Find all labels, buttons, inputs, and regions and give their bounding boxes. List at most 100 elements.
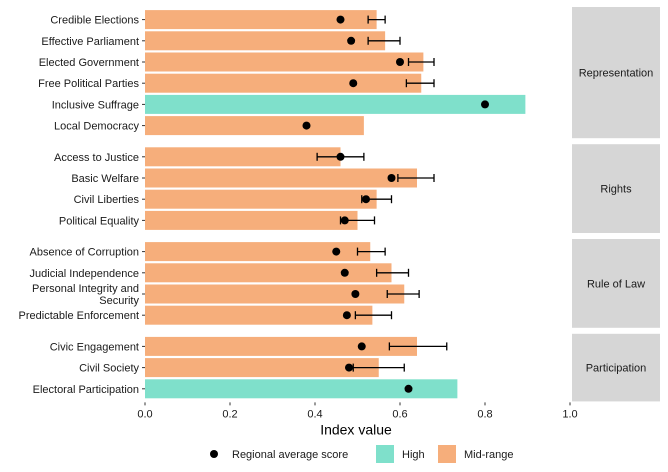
regional-average-point xyxy=(340,216,349,225)
y-tick-label: Effective Parliament xyxy=(41,36,139,48)
facet-panels: Representation Credible Elections Effectiv… xyxy=(19,7,660,402)
bar xyxy=(145,116,364,136)
regional-average-point xyxy=(336,152,345,161)
facet-strip xyxy=(572,333,660,402)
regional-average-point xyxy=(302,121,311,130)
error-bar xyxy=(352,363,405,372)
bar xyxy=(145,147,341,167)
error-bar xyxy=(386,290,420,298)
x-axis: 0.0 0.2 0.4 0.6 0.8 1.0 xyxy=(137,402,578,420)
error-bar xyxy=(397,174,435,182)
y-tick-label: Basic Welfare xyxy=(71,173,139,185)
regional-average-point xyxy=(332,247,341,256)
facet-strip-label: Rule of Law xyxy=(587,278,645,290)
bar xyxy=(145,358,379,378)
regional-average-point xyxy=(340,268,349,277)
bar xyxy=(145,10,377,30)
y-tick-label: Civil Liberties xyxy=(74,194,140,206)
row-inclusive-suffrage: Inclusive Suffrage xyxy=(52,94,526,114)
bar xyxy=(145,336,417,356)
bar xyxy=(145,189,377,209)
panel-participation: Participation Civic Engagement Civil Socie… xyxy=(33,333,660,402)
y-tick-label: Political Equality xyxy=(59,215,140,227)
regional-average-point xyxy=(396,58,404,66)
legend-label-mid-range: Mid-range xyxy=(464,449,514,461)
error-bar xyxy=(367,36,401,45)
y-tick-label: Personal Integrity and Security xyxy=(32,283,140,307)
y-tick-label: Free Political Parties xyxy=(38,78,139,90)
error-bar xyxy=(388,342,448,351)
error-bar xyxy=(375,268,410,277)
bar xyxy=(145,168,417,188)
row-effective-parliament: Effective Parliament xyxy=(41,31,401,51)
y-tick-label: Civic Engagement xyxy=(50,341,139,353)
bar xyxy=(145,263,392,283)
facet-strip-label: Rights xyxy=(600,184,632,196)
error-bar xyxy=(407,58,435,66)
legend: Regional average score High Mid-range xyxy=(210,445,514,463)
row-free-political-parties: Free Political Parties xyxy=(38,73,435,93)
legend-point-label: Regional average score xyxy=(232,449,348,461)
bar xyxy=(145,379,458,399)
row-credible-elections: Credible Elections xyxy=(50,10,386,30)
legend-key-mid-range xyxy=(438,445,456,463)
regional-average-point xyxy=(357,342,366,351)
row-civil-society: Civil Society xyxy=(79,358,405,378)
bar xyxy=(145,210,358,230)
facet-strip-label: Participation xyxy=(586,363,647,375)
row-judicial-independence: Judicial Independence xyxy=(30,263,410,283)
error-bar xyxy=(367,15,386,24)
row-civic-engagement: Civic Engagement xyxy=(50,336,448,356)
error-bar xyxy=(354,311,393,320)
row-personal-integrity-and-security: Personal Integrity and Security xyxy=(32,283,420,307)
panel-rights: Rights Access to Justice Basic Welfare Civi… xyxy=(54,144,660,233)
bar xyxy=(145,94,526,114)
y-tick-label: Inclusive Suffrage xyxy=(52,99,139,111)
row-basic-welfare: Basic Welfare xyxy=(71,168,435,188)
regional-average-point xyxy=(345,363,353,372)
y-tick-label: Credible Elections xyxy=(50,15,139,27)
x-axis-title: Index value xyxy=(320,421,392,437)
regional-average-point xyxy=(404,384,413,393)
y-tick-label: Local Democracy xyxy=(54,121,139,133)
bar xyxy=(145,284,405,304)
row-civil-liberties: Civil Liberties xyxy=(74,189,393,209)
regional-average-point xyxy=(349,79,358,88)
row-access-to-justice: Access to Justice xyxy=(54,147,365,167)
row-electoral-participation: Electoral Participation xyxy=(33,379,458,399)
regional-average-point xyxy=(362,195,370,204)
y-tick-label: Elected Government xyxy=(39,57,139,69)
y-tick-label: Predictable Enforcement xyxy=(19,310,139,322)
x-tick-label: 1.0 xyxy=(562,408,577,420)
panel-rule-of-law: Rule of Law Absence of Corruption Judicial… xyxy=(19,239,660,328)
bar xyxy=(145,73,422,93)
row-elected-government: Elected Government xyxy=(39,52,435,72)
facet-strip xyxy=(572,239,660,328)
error-bar xyxy=(405,79,435,88)
x-tick-label: 0.8 xyxy=(477,408,492,420)
row-absence-of-corruption: Absence of Corruption xyxy=(30,242,386,262)
legend-label-high: High xyxy=(402,449,425,461)
row-political-equality: Political Equality xyxy=(59,210,376,230)
regional-average-point xyxy=(481,100,489,109)
regional-average-point xyxy=(351,290,360,298)
facet-strip-label: Representation xyxy=(579,68,654,80)
x-tick-label: 0.0 xyxy=(137,408,152,420)
y-tick-label: Judicial Independence xyxy=(30,268,139,280)
legend-key-high xyxy=(376,445,394,463)
bar xyxy=(145,242,371,262)
regional-average-point xyxy=(347,36,356,45)
x-tick-label: 0.4 xyxy=(307,408,322,420)
row-local-democracy: Local Democracy xyxy=(54,116,364,136)
bar xyxy=(145,52,424,72)
facet-strip xyxy=(572,144,660,233)
bar xyxy=(145,31,386,51)
panel-representation: Representation Credible Elections Effectiv… xyxy=(38,7,660,139)
x-tick-label: 0.6 xyxy=(392,408,407,420)
x-tick-label: 0.2 xyxy=(222,408,237,420)
error-bar xyxy=(356,247,386,256)
y-tick-label-line: Personal Integrity and xyxy=(32,283,139,295)
y-tick-label: Access to Justice xyxy=(54,152,139,164)
regional-average-point xyxy=(342,311,351,320)
